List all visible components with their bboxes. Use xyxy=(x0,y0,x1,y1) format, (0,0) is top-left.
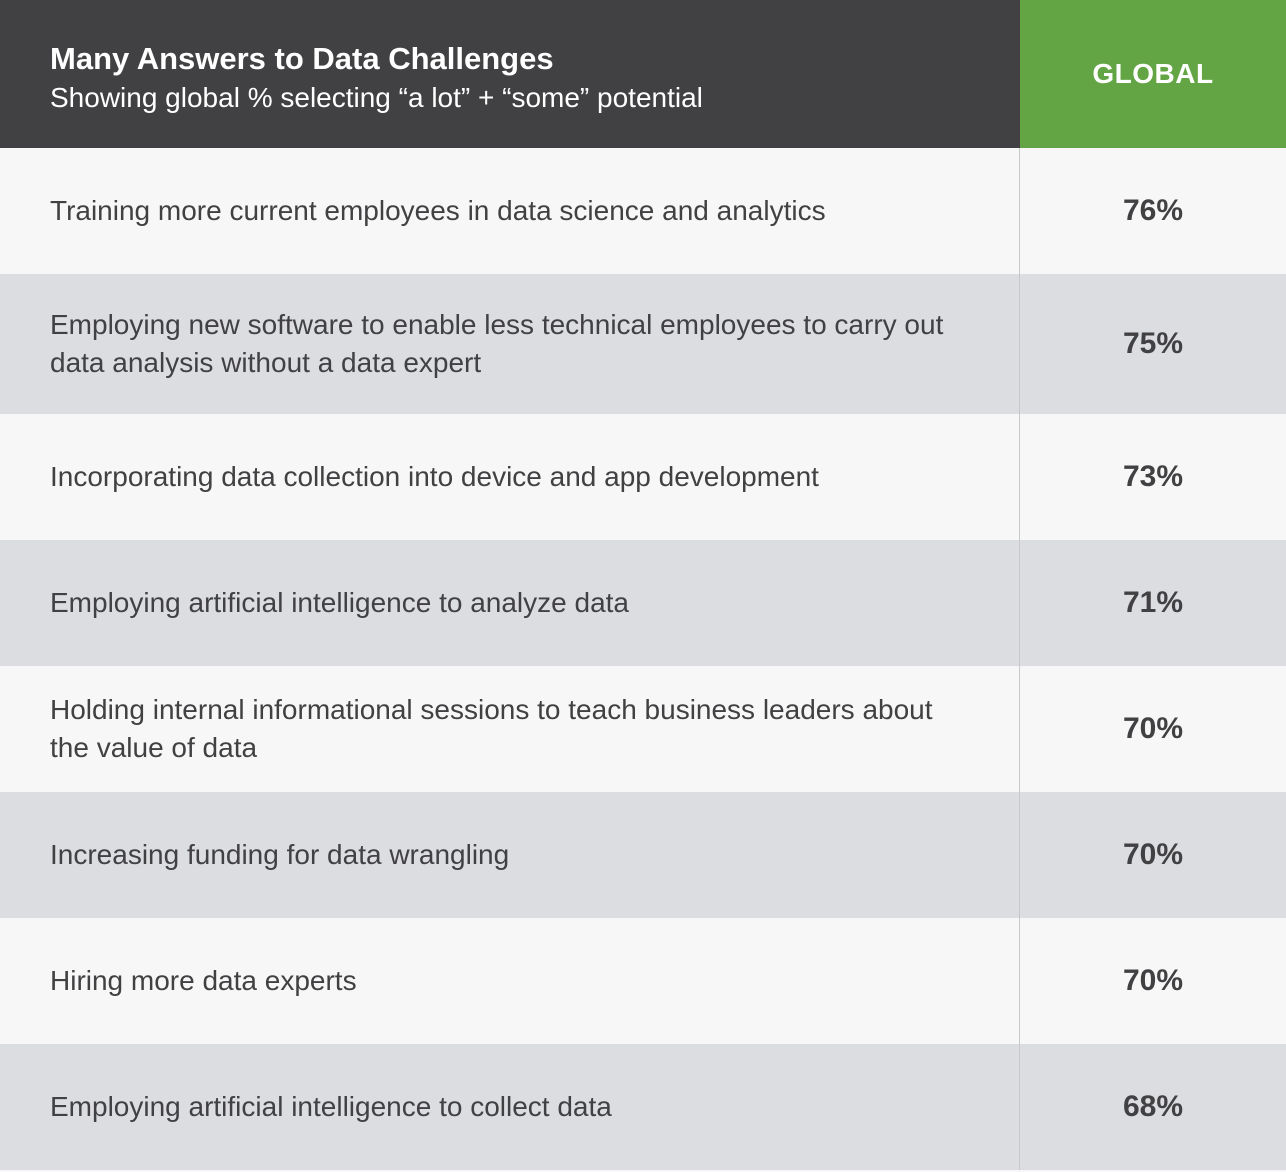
column-header-global: GLOBAL xyxy=(1020,0,1286,148)
row-label: Employing artificial intelligence to col… xyxy=(0,1044,1020,1170)
table-row: Hiring more data experts 70% xyxy=(0,918,1286,1044)
row-label: Hiring more data experts xyxy=(0,918,1020,1044)
row-label: Employing artificial intelligence to ana… xyxy=(0,540,1020,666)
row-label: Incorporating data collection into devic… xyxy=(0,414,1020,540)
row-label: Employing new software to enable less te… xyxy=(0,274,1020,414)
table-row: Employing artificial intelligence to col… xyxy=(0,1044,1286,1170)
row-value: 71% xyxy=(1122,586,1184,619)
row-label: Holding internal informational sessions … xyxy=(0,666,1020,792)
table-subtitle: Showing global % selecting “a lot” + “so… xyxy=(50,82,703,113)
row-value: 76% xyxy=(1122,194,1184,227)
row-value: 73% xyxy=(1122,460,1184,493)
row-value: 70% xyxy=(1122,838,1184,871)
row-label: Training more current employees in data … xyxy=(0,148,1020,274)
table-row: Employing new software to enable less te… xyxy=(0,274,1286,414)
header-title-block: Many Answers to Data Challenges Showing … xyxy=(0,0,1020,148)
table-row: Training more current employees in data … xyxy=(0,148,1286,274)
table-title: Many Answers to Data Challenges xyxy=(50,41,554,76)
table-row: Holding internal informational sessions … xyxy=(0,666,1286,792)
row-value: 75% xyxy=(1122,327,1184,360)
table-row: Employing artificial intelligence to ana… xyxy=(0,540,1286,666)
table-row: Incorporating data collection into devic… xyxy=(0,414,1286,540)
table-body: Training more current employees in data … xyxy=(0,148,1286,1170)
row-label: Increasing funding for data wrangling xyxy=(0,792,1020,918)
row-value: 70% xyxy=(1122,712,1184,745)
row-value: 70% xyxy=(1122,964,1184,997)
row-value: 68% xyxy=(1122,1090,1184,1123)
table-row: Increasing funding for data wrangling 70% xyxy=(0,792,1286,918)
table-header: Many Answers to Data Challenges Showing … xyxy=(0,0,1286,148)
